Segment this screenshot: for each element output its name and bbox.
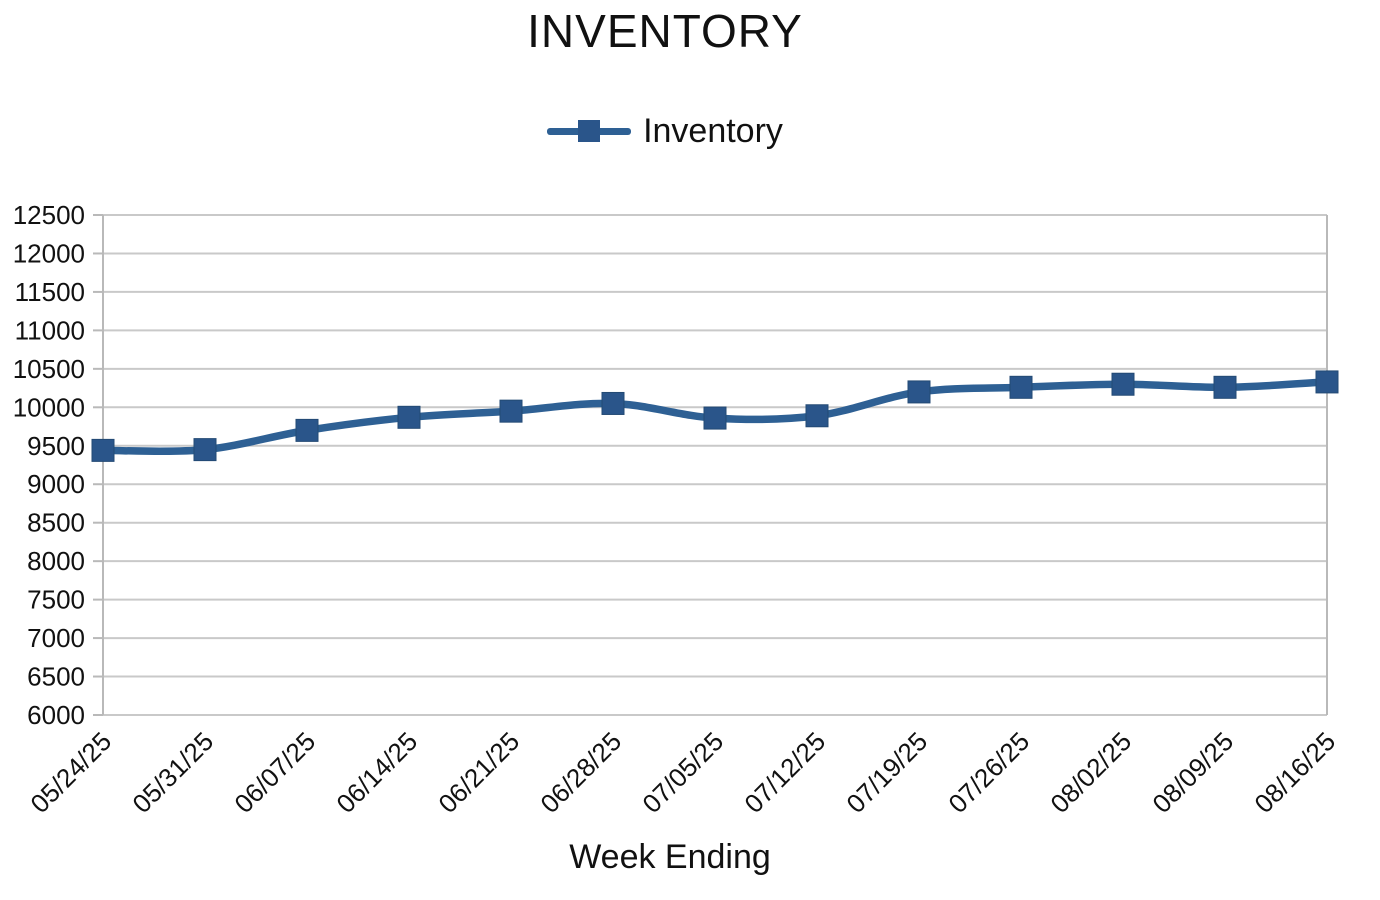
data-point-marker bbox=[295, 418, 319, 442]
x-tick-label: 06/07/25 bbox=[228, 726, 321, 819]
data-point-marker bbox=[499, 399, 523, 423]
x-tick-label: 08/16/25 bbox=[1248, 726, 1341, 819]
y-tick-label: 9500 bbox=[27, 431, 85, 461]
legend: Inventory bbox=[0, 108, 1330, 154]
y-tick-label: 9000 bbox=[27, 469, 85, 499]
data-point-marker bbox=[703, 406, 727, 430]
inventory-line-chart: 6000 6500 7000 7500 8000 8500 9000 9500 10000 105… bbox=[13, 200, 1342, 819]
data-point-marker bbox=[91, 438, 115, 462]
data-point-marker bbox=[1009, 375, 1033, 399]
y-tick-label: 10000 bbox=[13, 392, 85, 422]
y-tick-label: 6000 bbox=[27, 700, 85, 730]
y-tick-label: 11500 bbox=[15, 277, 85, 307]
y-tick-label: 11000 bbox=[15, 315, 85, 345]
data-point-marker bbox=[1213, 375, 1237, 399]
x-tick-label: 05/24/25 bbox=[24, 726, 117, 819]
y-tick-label: 7500 bbox=[27, 585, 85, 615]
x-tick-label: 07/26/25 bbox=[942, 726, 1035, 819]
data-point-marker bbox=[1111, 372, 1135, 396]
x-tick-label: 07/12/25 bbox=[738, 726, 831, 819]
x-axis-title: Week Ending bbox=[569, 838, 771, 876]
x-tick-label: 07/05/25 bbox=[636, 726, 729, 819]
data-point-marker bbox=[907, 380, 931, 404]
y-tick-label: 7000 bbox=[27, 623, 85, 653]
data-point-marker bbox=[1315, 370, 1339, 394]
x-tick-label: 07/19/25 bbox=[840, 726, 933, 819]
y-tick-label: 6500 bbox=[27, 662, 85, 692]
y-tick-label: 12500 bbox=[13, 200, 85, 230]
data-point-marker bbox=[601, 391, 625, 415]
data-point-marker bbox=[193, 438, 217, 462]
legend-square-marker-icon bbox=[578, 120, 601, 142]
x-tick-label: 06/14/25 bbox=[330, 726, 423, 819]
data-point-marker bbox=[397, 405, 421, 429]
chart-title: INVENTORY bbox=[527, 5, 803, 57]
legend-label: Inventory bbox=[643, 111, 783, 150]
y-tick-label: 8000 bbox=[27, 546, 85, 576]
y-tick-label: 12000 bbox=[13, 238, 85, 268]
data-point-marker bbox=[805, 404, 829, 428]
x-tick-label: 06/28/25 bbox=[534, 726, 627, 819]
x-tick-label: 05/31/25 bbox=[126, 726, 219, 819]
x-tick-label: 08/02/25 bbox=[1044, 726, 1137, 819]
x-tick-label: 06/21/25 bbox=[432, 726, 525, 819]
legend-line-marker-icon bbox=[547, 119, 632, 143]
y-tick-label: 10500 bbox=[13, 354, 85, 384]
x-tick-label: 08/09/25 bbox=[1146, 726, 1239, 819]
y-tick-label: 8500 bbox=[27, 508, 85, 538]
